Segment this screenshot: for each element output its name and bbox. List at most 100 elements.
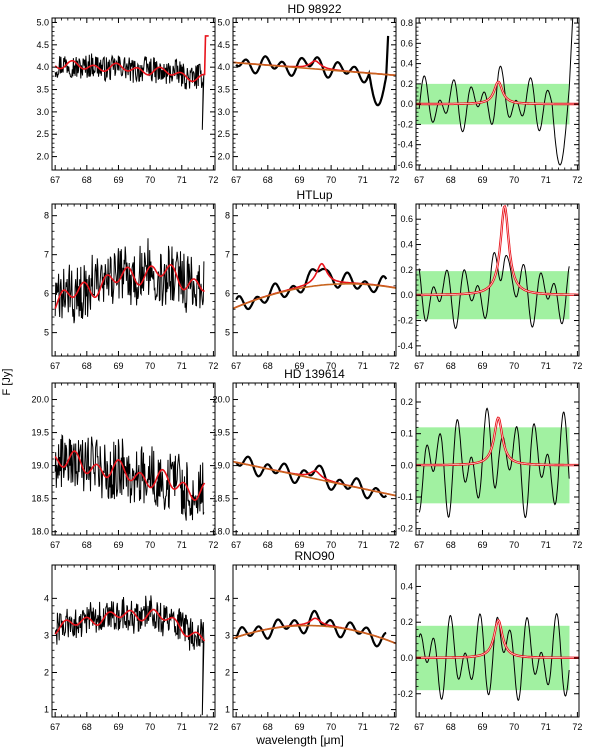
row4-raw-plot-area (54, 595, 206, 716)
row3-smoothed-xtick-label: 71 (358, 540, 368, 550)
row4-smoothed-plot-area (233, 609, 396, 648)
row3-raw-xtick-label: 67 (50, 540, 60, 550)
row3-raw-xtick-label: 70 (145, 540, 155, 550)
row4-smoothed-data-line (235, 609, 387, 648)
row2-raw-ytick-label: 6 (44, 289, 49, 299)
row3-smoothed-plot-area (233, 455, 396, 500)
row1-residual-ytick-label: 0.0 (400, 99, 413, 109)
row2-smoothed-xtick-label: 67 (231, 361, 241, 371)
row2-raw-xtick-label: 69 (113, 361, 123, 371)
row4-raw-panel: 1 2 3 4 67 68 69 70 71 72 (44, 564, 218, 732)
row1-raw-ytick-label: 5.0 (36, 17, 49, 27)
row1-smoothed-xtick-label: 69 (294, 175, 304, 185)
row2-residual-ytick-label: -0.2 (397, 316, 413, 326)
row3-residual-xtick-label: 69 (477, 540, 487, 550)
row4-residual-plot-area (416, 613, 579, 702)
row3-residual-plot-area (416, 407, 579, 519)
row3-smoothed-xtick-label: 72 (389, 540, 399, 550)
row3-residual-ytick-label: 0.0 (400, 460, 413, 470)
row4-smoothed-xtick-label: 68 (263, 722, 273, 732)
row1-residual-ytick-label: -0.4 (397, 140, 413, 150)
row4-raw-ytick-label: 3 (44, 630, 49, 640)
row3-raw-ytick-label: 19.0 (31, 461, 49, 471)
row1-smoothed-continuum-line (233, 61, 396, 77)
row1-raw-ytick-label: 3.5 (36, 85, 49, 95)
row4-smoothed-ytick-label: 2 (225, 668, 230, 678)
row4-raw-data-line (54, 595, 205, 716)
row2-residual-ytick-label: 0.4 (400, 240, 413, 250)
row4-raw-xtick-label: 70 (145, 722, 155, 732)
row2-residual-ytick-label: 0.0 (400, 290, 413, 300)
row1-smoothed-xtick-label: 68 (263, 175, 273, 185)
row1-smoothed-xtick-label: 72 (389, 175, 399, 185)
row1-smoothed-plot-area (233, 35, 396, 107)
row4-raw-ytick-label: 4 (44, 593, 49, 603)
row4-smoothed-xtick-label: 69 (294, 722, 304, 732)
row4-smoothed-continuum-line (233, 624, 396, 645)
row2-smoothed-xtick-label: 72 (389, 361, 399, 371)
row4-smoothed-ytick-label: 1 (225, 705, 230, 715)
row1-residual-xtick-label: 70 (509, 175, 519, 185)
row4-smoothed-xtick-label: 70 (326, 722, 336, 732)
row3-residual-ytick-label: 0.2 (400, 397, 413, 407)
row4-smoothed-ytick-label: 4 (225, 593, 230, 603)
row1-smoothed-data-line (235, 35, 390, 107)
row4-residual-xtick-label: 68 (446, 722, 456, 732)
row1-smoothed-ytick-label: 5.0 (217, 17, 230, 27)
row1-raw-ytick-label: 3.0 (36, 107, 49, 117)
row4-smoothed-xtick-label: 71 (358, 722, 368, 732)
row4-residual-xtick-label: 69 (477, 722, 487, 732)
row2-residual-data-line (418, 252, 570, 330)
row4-raw-xtick-label: 68 (82, 722, 92, 732)
row1-residual-plot-area (416, 18, 579, 166)
row1-smoothed-ytick-label: 3.5 (217, 85, 230, 95)
row1-residual-ytick-label: 0.2 (400, 79, 413, 89)
row4-raw-xtick-label: 72 (208, 722, 218, 732)
row1-residual-ytick-label: -0.6 (397, 160, 413, 170)
row1-smoothed-ytick-label: 2.0 (217, 152, 230, 162)
row1-residual-ytick-label: -0.2 (397, 119, 413, 129)
row2-raw-ytick-label: 8 (44, 211, 49, 221)
row2-residual-xtick-label: 70 (509, 361, 519, 371)
row3-raw-ytick-label: 20.0 (31, 395, 49, 405)
row1-residual-xtick-label: 69 (477, 175, 487, 185)
row1-raw-xtick-label: 70 (145, 175, 155, 185)
row3-smoothed-panel: 18.0 18.5 19.0 19.5 20.0 67 68 69 70 71 72 (212, 382, 399, 550)
row1-raw-panel: 2.0 2.5 3.0 3.5 4.0 4.5 5.0 67 68 69 70 71 72 (36, 17, 218, 185)
row3-raw-ytick-label: 18.5 (31, 494, 49, 504)
row4-raw-ytick-label: 1 (44, 705, 49, 715)
row3-raw-xtick-label: 69 (113, 540, 123, 550)
row2-raw-xtick-label: 71 (177, 361, 187, 371)
row1-residual-xtick-label: 67 (414, 175, 424, 185)
row4-raw-ytick-label: 2 (44, 668, 49, 678)
row1-smoothed-xtick-label: 70 (326, 175, 336, 185)
row1-smoothed-xtick-label: 71 (358, 175, 368, 185)
row1-residual-frame (415, 17, 580, 171)
row4-smoothed-xtick-label: 67 (231, 722, 241, 732)
row3-residual-data-line (418, 407, 570, 519)
row2-smoothed-ytick-label: 8 (225, 211, 230, 221)
chart-row-3: HD 139614 18.0 18.5 19.0 19.5 20.0 67 68 69 70 71 7… (31, 367, 582, 550)
row4-raw-frame (51, 564, 216, 718)
row1-residual-line-fit-core (416, 81, 579, 105)
row2-smoothed-continuum-line (233, 283, 396, 310)
row4-smoothed-panel: 1 2 3 4 67 68 69 70 71 72 (225, 564, 399, 732)
row3-raw-data-line (54, 434, 205, 521)
row4-residual-panel: -0.2 0.0 0.2 0.4 67 68 69 70 71 72 (397, 564, 582, 732)
row2-smoothed-ytick-label: 5 (225, 328, 230, 338)
row2-residual-ytick-label: -0.4 (397, 341, 413, 351)
row3-smoothed-xtick-label: 68 (263, 540, 273, 550)
row4-residual-xtick-label: 67 (414, 722, 424, 732)
row1-raw-xtick-label: 68 (82, 175, 92, 185)
row4-raw-xtick-label: 71 (177, 722, 187, 732)
row2-smoothed-xtick-label: 69 (294, 361, 304, 371)
row2-smoothed-xtick-label: 68 (263, 361, 273, 371)
row1-residual-ytick-label: 0.8 (400, 18, 413, 28)
row4-residual-ytick-label: -0.2 (397, 689, 413, 699)
row1-raw-data-line (54, 53, 205, 130)
row4-smoothed-frame (232, 564, 397, 718)
